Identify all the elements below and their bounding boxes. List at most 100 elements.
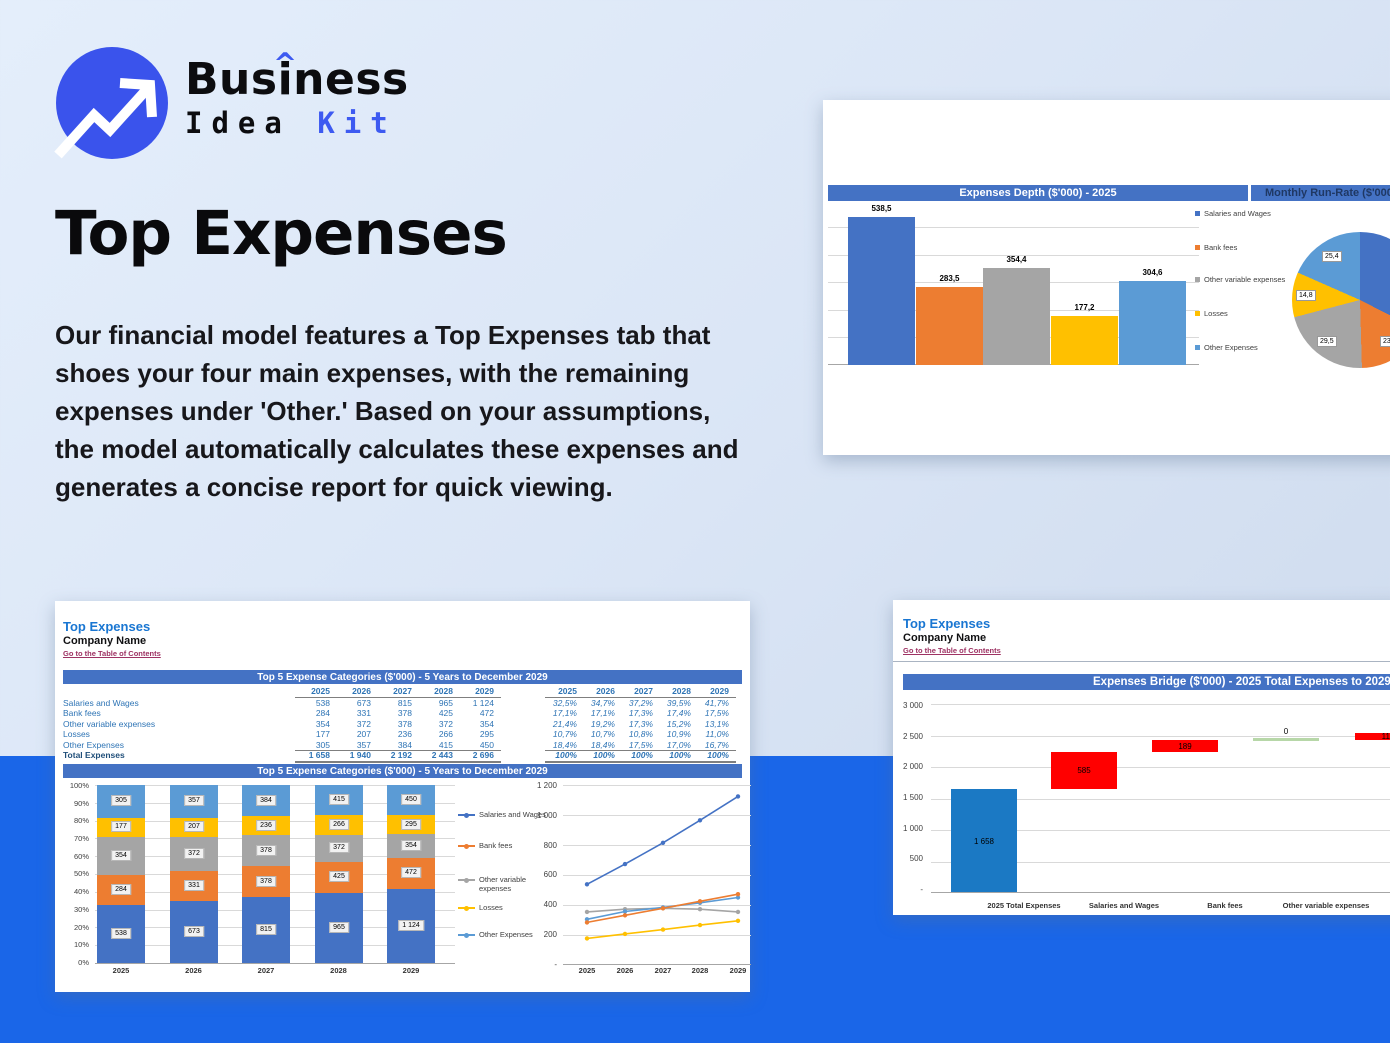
segment-value-label: 236 — [256, 819, 276, 831]
x-axis-label: 2027 — [257, 966, 275, 975]
x-axis-label: Other variable expenses — [1282, 901, 1370, 910]
sheet-title: Top Expenses — [63, 619, 151, 634]
bar-bank-fees — [916, 287, 983, 365]
axis-tick: 1 200 — [536, 781, 557, 790]
year-header: 2029 — [475, 686, 494, 696]
x-axis-label: Salaries and Wages — [1088, 901, 1160, 910]
axis-tick: - — [920, 884, 923, 894]
x-axis-label: Losses — [1376, 901, 1390, 910]
logo-wordmark: Busi ^ ness Idea Kit — [185, 46, 409, 140]
axis-tick: 1 500 — [902, 792, 923, 802]
segment-value-label: 354 — [111, 849, 131, 861]
table-row: Losses 177 207 236 266 295 10,7% 10,7% 10,8% 10,9… — [63, 729, 729, 740]
table-row: Other Expenses 305 357 384 415 450 18,4% 18,4% 1… — [63, 739, 729, 750]
year-header: 2028 — [434, 686, 453, 696]
divider — [893, 661, 1390, 662]
gridline — [95, 963, 455, 964]
year-header: 2025 — [311, 686, 330, 696]
waterfall-value-label: 585 — [1077, 766, 1091, 776]
segment-value-label: 354 — [401, 839, 421, 851]
waterfall-bar-2025-total-expenses — [951, 788, 1017, 893]
logo-text-kit: Kit — [317, 106, 397, 140]
segment-value-label: 378 — [256, 875, 276, 887]
axis-tick: 1 000 — [536, 810, 557, 820]
legend-item: Salaries and Wages — [458, 810, 549, 819]
table-rule — [545, 750, 736, 751]
line-chart — [563, 785, 751, 965]
table-rule — [295, 761, 501, 763]
year-header: 2029 — [710, 686, 729, 696]
axis-tick: 40% — [73, 887, 89, 897]
x-axis-label: 2025 — [112, 966, 130, 975]
year-header — [63, 685, 295, 698]
segment-value-label: 450 — [401, 793, 421, 805]
gridline — [931, 767, 1390, 769]
segment-value-label: 425 — [329, 871, 349, 883]
line-chart-y-axis: 1 200 1 000 800 600 400 200 - — [517, 781, 557, 969]
other-expenses-legend-marker-icon — [1195, 345, 1200, 350]
year-header: 2027 — [393, 686, 412, 696]
gridline — [828, 227, 1199, 228]
bank-fees-legend-marker-icon — [458, 843, 475, 849]
page-title: Top Expenses — [55, 198, 508, 269]
waterfall-value-label: 1 658 — [973, 836, 995, 846]
axis-tick: 50% — [73, 869, 89, 879]
chart-header-title: Top 5 Expense Categories ($'000) - 5 Yea… — [63, 764, 742, 778]
other-expenses-legend-marker-icon — [458, 932, 475, 938]
year-header: 2026 — [352, 686, 371, 696]
axis-tick: 80% — [73, 816, 89, 826]
x-axis-label: 2027 — [654, 966, 672, 975]
legend-item: Losses — [458, 903, 549, 912]
segment-value-label: 1 124 — [398, 919, 424, 931]
bar-salaries-and-wages — [848, 216, 915, 365]
x-axis-label: 2028 — [330, 966, 347, 975]
waterfall-chart: 1 658 585 189 0 118 — [933, 695, 1390, 893]
axis-tick: 10% — [73, 940, 89, 950]
legend-item: Salaries and Wages — [1195, 209, 1299, 218]
waterfall-bar-salaries-and-wages — [1051, 752, 1117, 789]
pie-slice-label: 29,5 — [1317, 336, 1337, 347]
legend-item: Other Expenses — [458, 930, 549, 939]
segment-value-label: 472 — [401, 867, 421, 879]
x-axis-label: Bank fees — [1207, 901, 1243, 910]
bar-value-label: 283,5 — [939, 274, 960, 284]
gridline — [931, 704, 1390, 706]
legend-item: Bank fees — [1195, 243, 1299, 252]
other-variable-expenses-legend-marker-icon — [1195, 277, 1200, 282]
legend-item: Losses — [1195, 309, 1299, 318]
axis-tick: - — [554, 959, 557, 969]
legend-item: Other variable expenses — [458, 875, 549, 893]
table-of-contents-link[interactable]: Go to the Table of Contents — [903, 646, 1001, 655]
logo-text-i: i — [277, 54, 294, 105]
table-of-contents-link[interactable]: Go to the Table of Contents — [63, 649, 161, 658]
x-axis-label: 2025 Total Expenses — [987, 901, 1061, 910]
segment-value-label: 538 — [111, 928, 131, 940]
bank-fees-legend-marker-icon — [1195, 245, 1200, 250]
segment-value-label: 673 — [184, 926, 204, 938]
logo-line2: Idea Kit — [185, 106, 409, 140]
waterfall-value-label: 189 — [1178, 742, 1192, 752]
year-header: 2027 — [634, 686, 653, 696]
logo-caret-accent: ^ — [273, 46, 298, 81]
top5-chart-legend: Salaries and Wages Bank fees Other variabl… — [458, 781, 548, 951]
table-rule — [295, 750, 501, 751]
company-name: Company Name — [63, 635, 147, 647]
segment-value-label: 177 — [111, 821, 131, 833]
logo-text-idea: Idea — [185, 106, 291, 140]
gridline — [828, 254, 1199, 256]
gridline — [563, 875, 751, 876]
segment-value-label: 284 — [111, 884, 131, 895]
screenshot-expenses-depth: Expenses Depth ($'000) - 2025 Monthly Ru… — [823, 100, 1390, 455]
table-header-bar: Top 5 Expense Categories ($'000) - 5 Yea… — [63, 670, 742, 684]
bar-other-variable-expenses — [983, 267, 1050, 365]
bar-value-label: 304,6 — [1142, 268, 1163, 278]
gridline — [563, 964, 751, 965]
axis-tick: 2 500 — [902, 731, 923, 741]
bar-value-label: 354,4 — [1006, 254, 1027, 264]
company-name: Company Name — [903, 632, 987, 644]
pie-slice-label: 25,4 — [1322, 251, 1342, 262]
salaries-and-wages-legend-marker-icon — [458, 812, 475, 818]
segment-value-label: 295 — [401, 818, 421, 830]
losses-legend-marker-icon — [1195, 311, 1200, 316]
waterfall-value-label: 0 — [1283, 727, 1289, 737]
